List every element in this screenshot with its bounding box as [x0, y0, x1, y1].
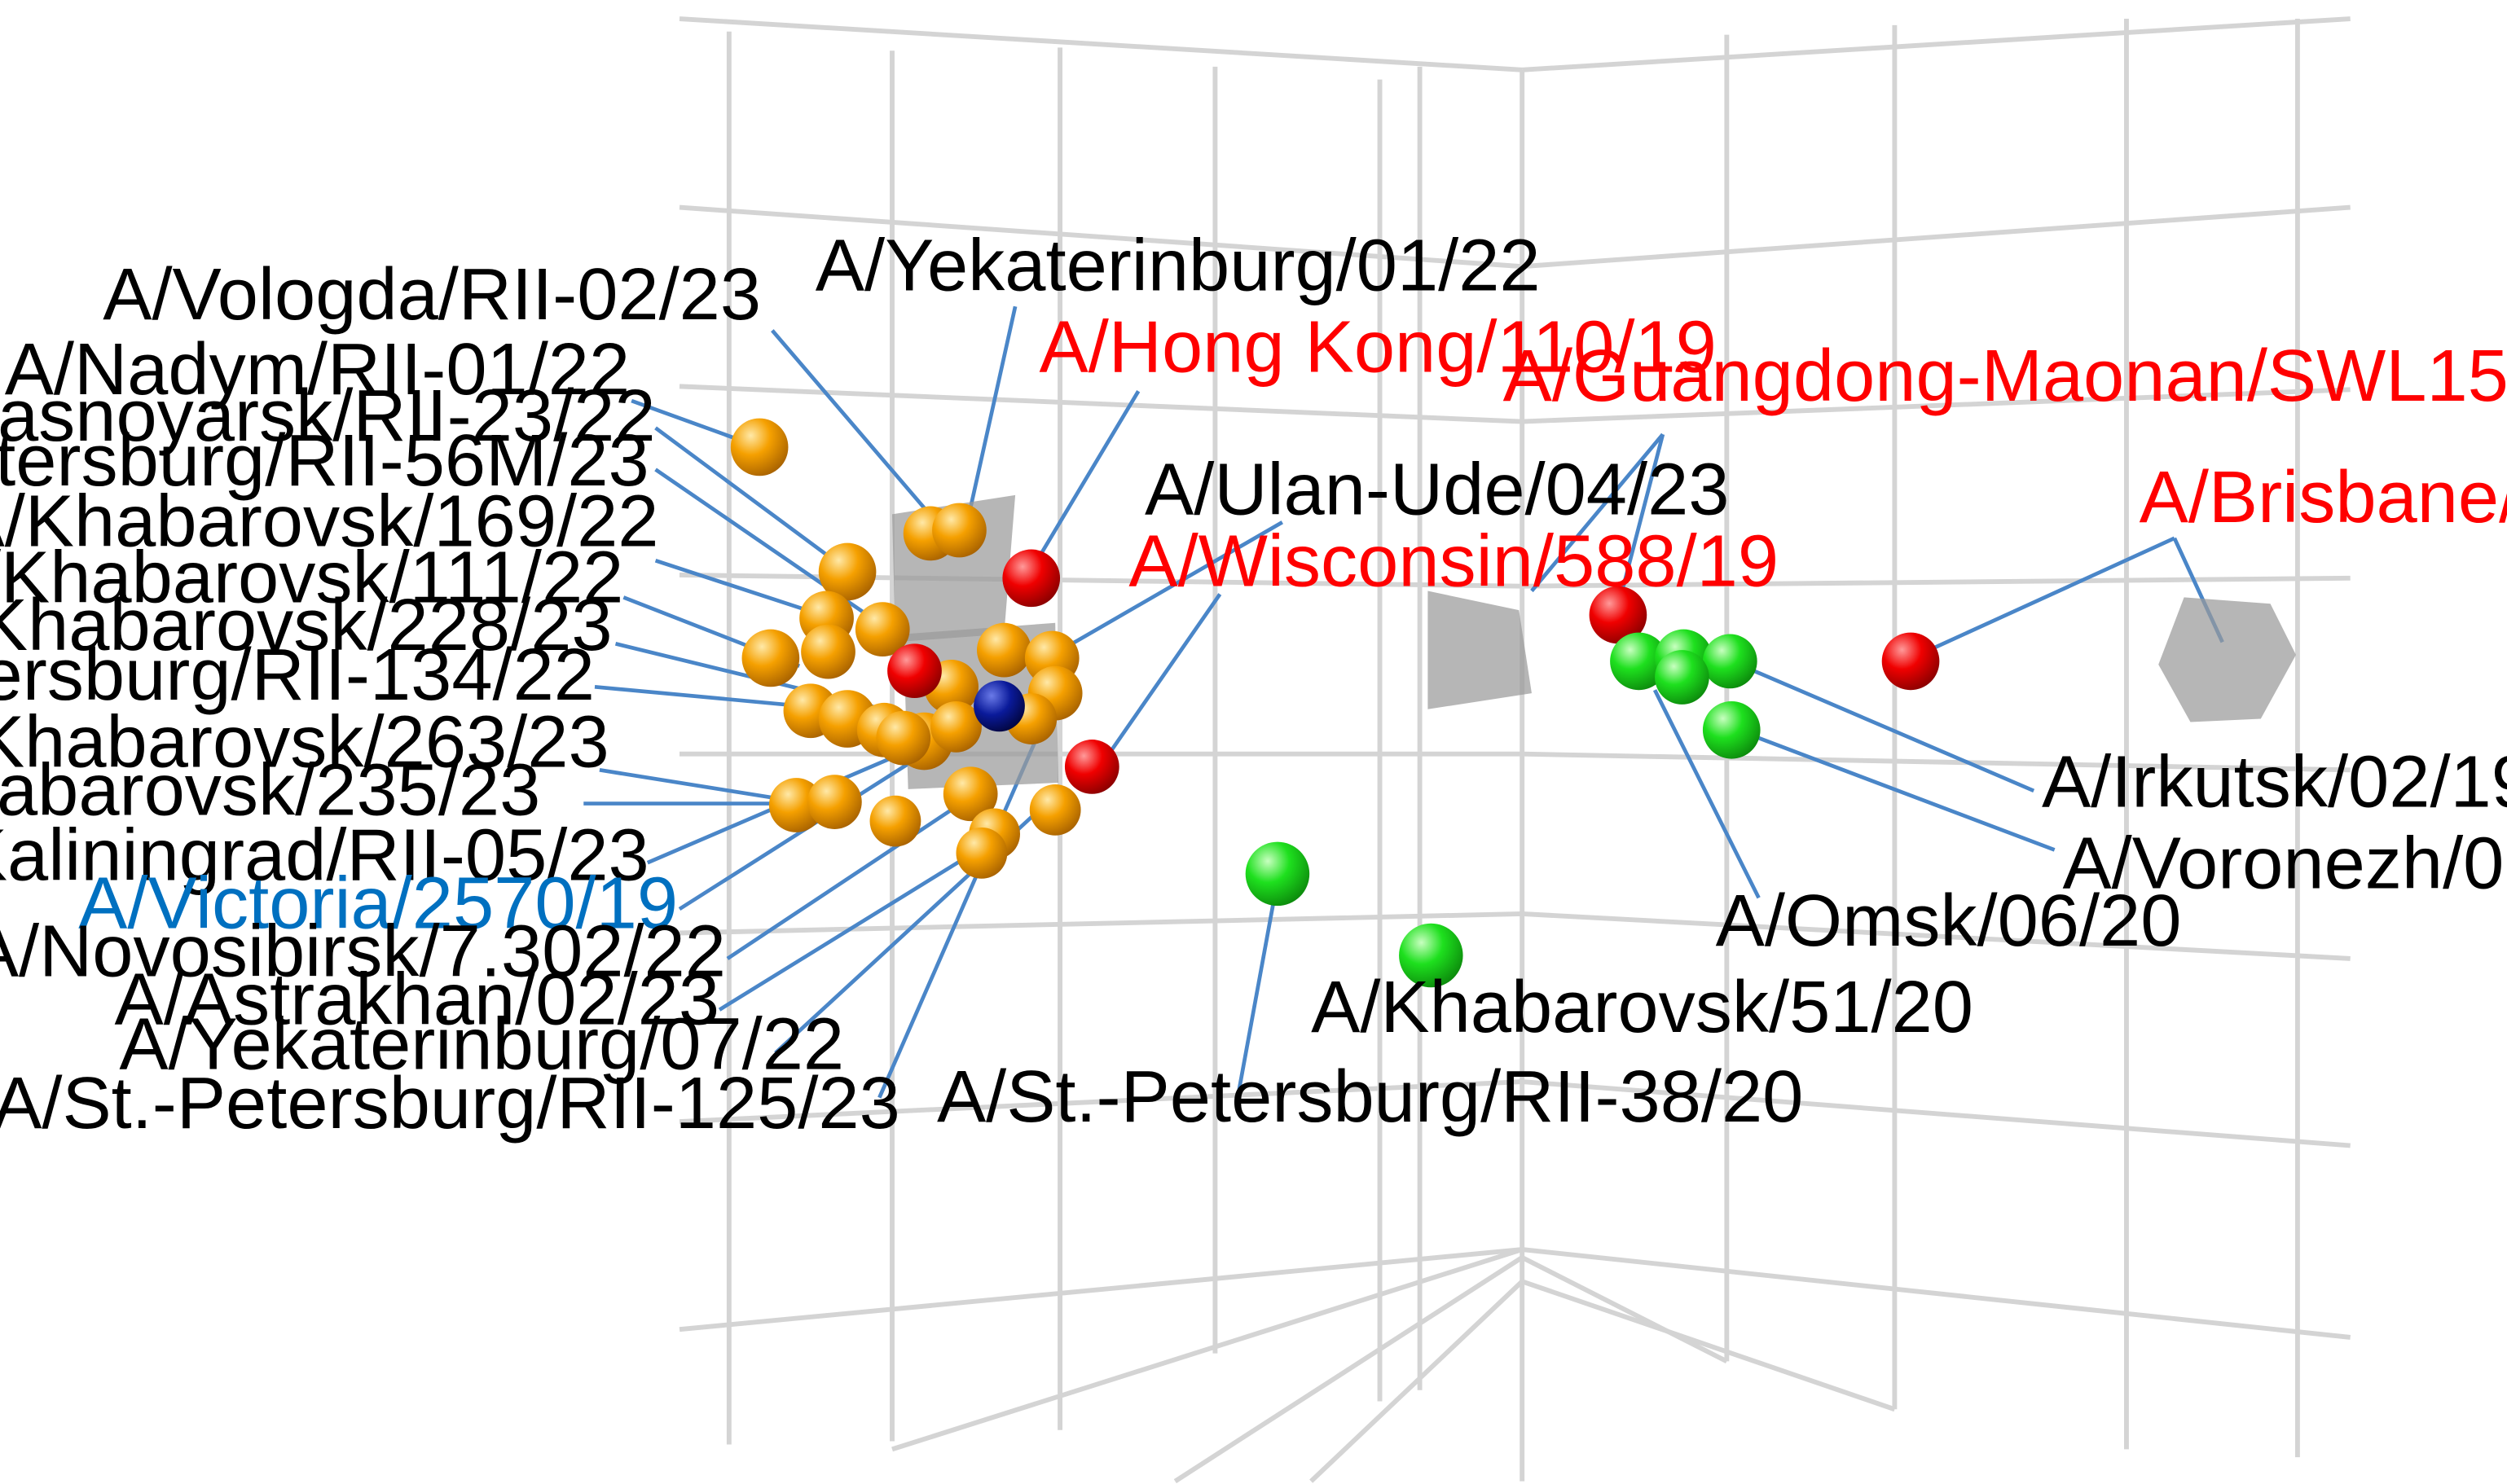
label-omsk: A/Omsk/06/20	[1716, 880, 2182, 962]
antigen-sphere	[807, 775, 862, 829]
antigen-sphere	[876, 710, 931, 766]
antigen-sphere	[1064, 740, 1119, 794]
cluster-2018-2020	[1245, 629, 1761, 988]
label-ulan-ude: A/Ulan-Ude/04/23	[1145, 448, 1729, 530]
grid-3d	[679, 16, 2351, 1484]
label-st-petersburg-134: A/St.-Petersburg/RII-134/22	[0, 634, 595, 716]
label-wisconsin: A/Wisconsin/588/19	[1128, 520, 1779, 603]
reference-antigens	[887, 549, 1940, 794]
label-voronezh: A/Voronezh/02/18	[2062, 823, 2507, 905]
antigen-sphere	[1589, 586, 1647, 644]
antigen-sphere	[1610, 632, 1668, 691]
label-victoria: A/Victoria/2570/19	[78, 863, 678, 945]
antigen-sphere	[943, 766, 998, 822]
antigen-sphere	[1245, 841, 1310, 907]
serum-polygon	[1427, 591, 1532, 709]
antigen-sphere	[1002, 549, 1061, 608]
label-irkutsk: A/Irkutsk/02/19	[2042, 740, 2507, 823]
antigen-sphere	[801, 624, 855, 679]
antigen-sphere	[1029, 784, 1081, 836]
label-nadym: A/Nadym/RII-01/22	[5, 328, 630, 411]
antigen-sphere	[887, 643, 942, 699]
label-vologda: A/Vologda/RII-02/23	[103, 253, 761, 336]
antigen-sphere	[1655, 650, 1709, 705]
label-kaliningrad: A/Kaliningrad/RII-05/23	[0, 814, 649, 897]
antigen-sphere	[730, 418, 789, 476]
label-brisbane: A/Brisbane/02/18	[2140, 456, 2507, 538]
cluster-2022-2023	[730, 418, 1083, 879]
label-guangdong-maonan: A/Guangdong-Maonan/SWL1536/19	[1503, 335, 2507, 417]
antigen-sphere	[1702, 700, 1761, 759]
antigen-sphere	[855, 602, 910, 657]
antigen-sphere	[1702, 634, 1757, 689]
antigen-sphere	[1881, 632, 1940, 691]
antigen-sphere	[977, 622, 1031, 678]
antigen-sphere	[741, 629, 800, 687]
label-khabarovsk-111: A/Khabarovsk/111/22	[0, 536, 623, 618]
label-yekaterinburg-01-22: A/Yekaterinburg/01/22	[816, 225, 1541, 307]
antigen-sphere	[1399, 923, 1463, 988]
label-st-petersburg-38: A/St.-Petersburg/RII-38/20	[937, 1056, 1803, 1138]
label-khabarovsk-228: A/Khabarovsk/228/23	[0, 584, 613, 666]
label-yekaterinburg-07-22: A/Yekaterinburg/07/22	[119, 1003, 844, 1085]
label-st-petersburg-56m: A/St.-Petersburg/RII-56M/23	[0, 419, 649, 502]
label-st-petersburg-125: A/St.-Petersburg/RII-125/23	[0, 1062, 900, 1144]
label-khabarovsk-235: A/Khabarovsk/235/23	[0, 749, 540, 831]
label-hong-kong: A/Hong Kong/110/19	[1040, 306, 1717, 389]
antigen-sphere	[818, 542, 877, 601]
antigen-sphere	[974, 680, 1025, 732]
label-khabarovsk-169: A/Khabarovsk/169/22	[0, 481, 658, 563]
antigen-sphere	[956, 827, 1008, 879]
strain-labels: A/Vologda/RII-02/23 A/Yekaterinburg/01/2…	[0, 225, 2507, 1144]
serum-polygon	[2158, 597, 2296, 722]
label-khabarovsk-263: A/Khabarovsk/263/23	[0, 700, 609, 783]
label-krasnoyarsk: A/Krasnoyarsk/RII-23/22	[0, 375, 656, 457]
antigen-sphere	[930, 700, 982, 753]
label-khabarovsk-51: A/Khabarovsk/51/20	[1311, 966, 1973, 1048]
label-novosibirsk: A/Novosibirsk/7.302/22	[0, 910, 726, 992]
antigen-sphere	[932, 503, 987, 558]
label-astrakhan: A/Astrakhan/02/23	[115, 958, 720, 1040]
antigen-sphere	[869, 795, 921, 847]
